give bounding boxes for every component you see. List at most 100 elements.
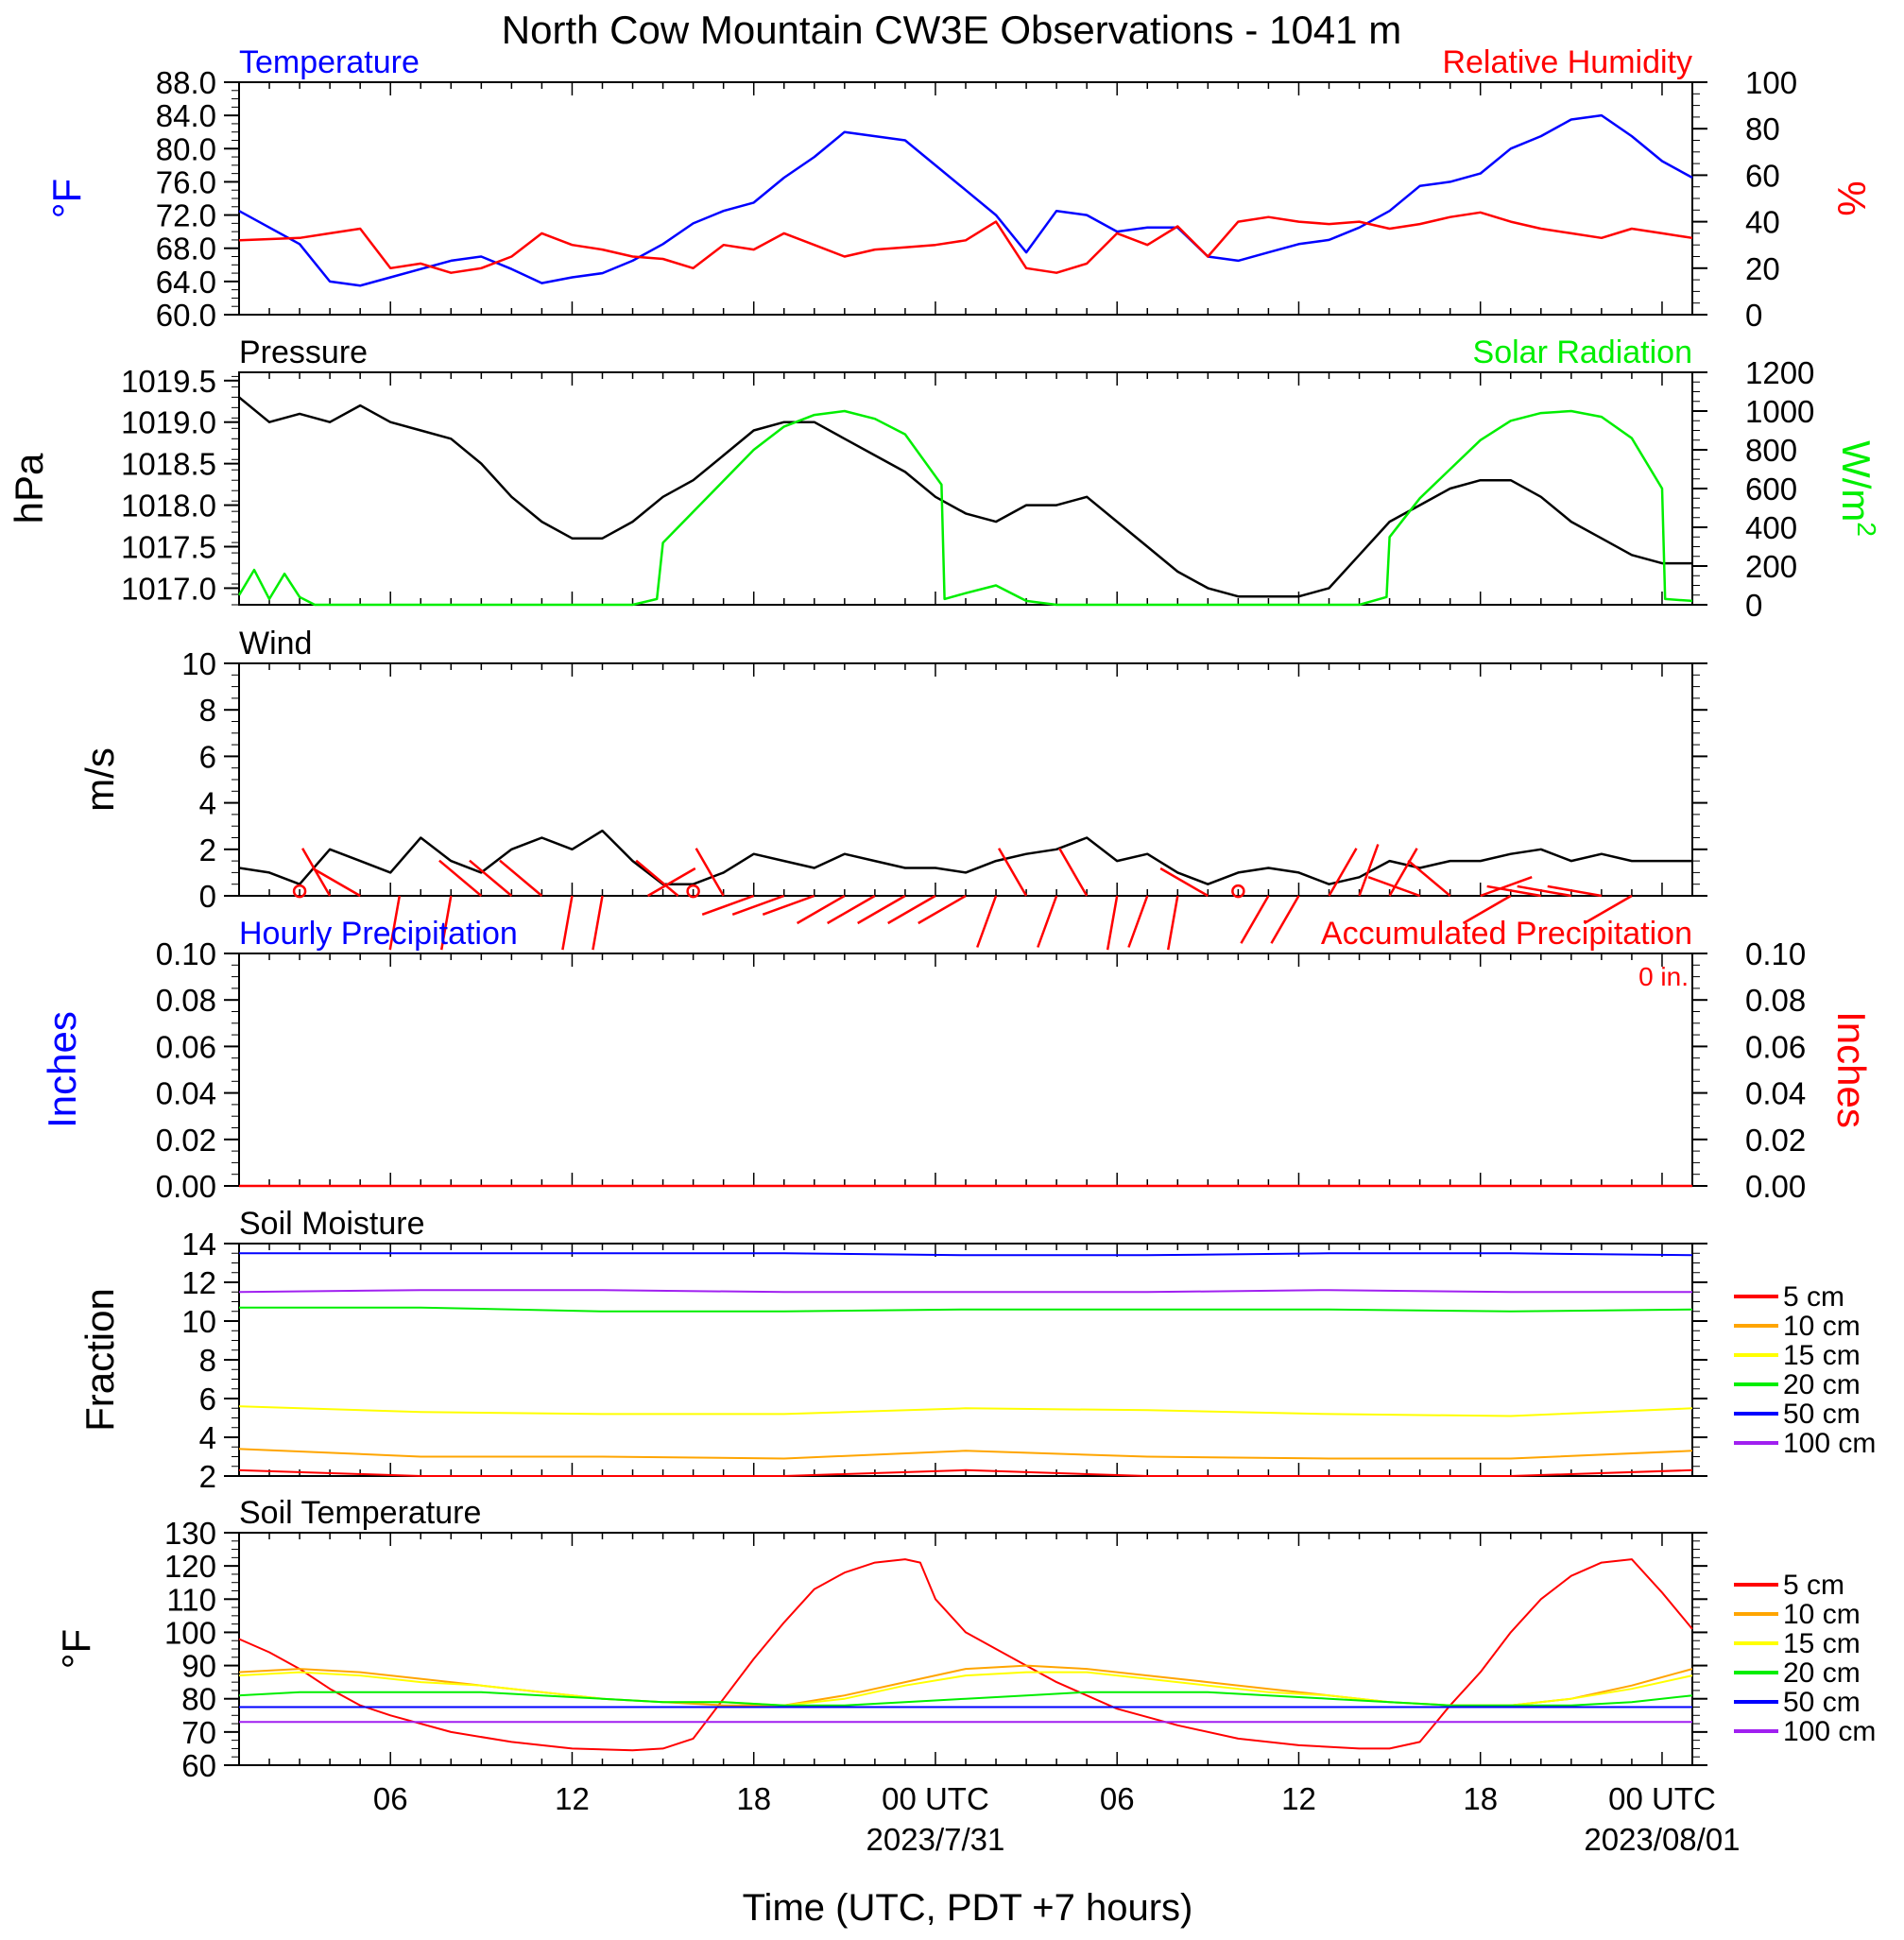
y-tick-label: 120 xyxy=(164,1549,216,1584)
y-tick-label: 1018.0 xyxy=(121,489,216,524)
y-tick-label: 6 xyxy=(199,1382,216,1416)
y2-axis-title: W/m2 xyxy=(1834,440,1881,537)
y-axis-title: Inches xyxy=(40,1011,84,1128)
calm-wind-marker xyxy=(686,884,700,899)
y2-tick-label: 600 xyxy=(1745,472,1797,506)
legend-entry: 5 cm xyxy=(1783,1281,1844,1313)
y2-tick-label: 20 xyxy=(1745,251,1780,286)
time-axis: 06 12 18 00 UTC 2023/7/31 06 12 18 00 UTC 2023/08… xyxy=(373,1781,1741,1857)
wind-barb xyxy=(312,867,361,898)
legend-entry: 50 cm xyxy=(1783,1687,1861,1718)
legend-entry: 15 cm xyxy=(1783,1340,1861,1371)
chart-title: North Cow Mountain CW3E Observations - 1… xyxy=(502,8,1401,52)
panel-left-title: Wind xyxy=(239,626,312,661)
wind-barb xyxy=(561,895,574,951)
legend-entry: 10 cm xyxy=(1783,1311,1861,1342)
wind-barb xyxy=(887,894,936,925)
y2-tick-label: 1200 xyxy=(1745,355,1814,390)
y2-tick-label: 400 xyxy=(1745,510,1797,545)
wind-barb xyxy=(1106,895,1119,951)
y-tick-label: 0 xyxy=(199,879,216,914)
wind-barb xyxy=(1584,894,1633,925)
y2-tick-label: 0.06 xyxy=(1745,1029,1806,1064)
series-line-solar xyxy=(237,409,1693,607)
panel-left-title: Soil Temperature xyxy=(239,1495,481,1531)
series-line-100cm xyxy=(238,1289,1692,1294)
plot-frame xyxy=(238,1532,1693,1766)
legend-entry: 20 cm xyxy=(1783,1369,1861,1400)
calm-wind-marker xyxy=(292,884,307,899)
pressure-solar-panel: 1017.0 1017.5 1018.0 1018.5 1019.0 1019.5 0 200… xyxy=(7,335,1881,623)
y-tick-label: 60 xyxy=(181,1748,216,1783)
y-tick-label: 1018.5 xyxy=(121,447,216,482)
wind-barb xyxy=(388,895,402,951)
y-tick-label: 0.00 xyxy=(156,1169,216,1204)
x-tick-label: 06 xyxy=(1100,1781,1135,1816)
y2-tick-label: 60 xyxy=(1745,158,1780,193)
series-line-temperature xyxy=(238,113,1693,287)
y2-tick-label: 0 xyxy=(1745,588,1762,623)
y2-axis-title: Inches xyxy=(1829,1011,1874,1128)
x-tick-label: 06 xyxy=(373,1781,408,1816)
plot-frame xyxy=(238,81,1693,316)
panel-right-title: Accumulated Precipitation xyxy=(1321,916,1692,952)
wind-barb xyxy=(635,859,679,897)
y2-tick-label: 0.02 xyxy=(1745,1123,1806,1158)
wind-barb xyxy=(1486,884,1542,898)
y-tick-label: 68.0 xyxy=(156,232,216,266)
series-line-pressure xyxy=(238,396,1692,598)
series-line-15cm xyxy=(238,1405,1693,1417)
y2-tick-label: 80 xyxy=(1745,112,1780,146)
wind-barb xyxy=(438,859,483,897)
x-axis-title: Time (UTC, PDT +7 hours) xyxy=(743,1887,1193,1929)
wind-barb xyxy=(998,848,1028,897)
y-tick-label: 10 xyxy=(181,1304,216,1339)
wind-barb xyxy=(796,894,846,925)
wind-barb xyxy=(1159,867,1209,898)
wind-barb xyxy=(1240,895,1270,944)
y2-tick-label: 1000 xyxy=(1745,394,1814,429)
wind-barb xyxy=(1166,895,1179,951)
wind-barb xyxy=(827,894,876,925)
y2-tick-label: 0.00 xyxy=(1745,1169,1806,1204)
panel-right-title: Relative Humidity xyxy=(1442,44,1692,80)
wind-barb xyxy=(1407,859,1451,897)
wind-barb xyxy=(1547,884,1603,898)
y-tick-label: 80 xyxy=(181,1682,216,1717)
y-tick-label: 4 xyxy=(199,786,216,821)
y-tick-label: 0.10 xyxy=(156,936,216,971)
plot-frame xyxy=(238,371,1693,606)
legend-entry: 15 cm xyxy=(1783,1628,1861,1659)
y2-axis-title-base: W/m xyxy=(1834,440,1878,522)
y-tick-label: 70 xyxy=(181,1715,216,1750)
y2-tick-label: 0.10 xyxy=(1745,936,1806,971)
y-tick-label: 0.06 xyxy=(156,1029,216,1064)
series-line-humidity xyxy=(238,211,1693,274)
wind-barb xyxy=(1058,848,1089,897)
y-tick-label: 0.08 xyxy=(156,983,216,1018)
y2-tick-label: 200 xyxy=(1745,549,1797,584)
y2-tick-label: 0 xyxy=(1745,298,1762,333)
panel-left-title: Soil Moisture xyxy=(239,1206,425,1242)
series-line-20cm xyxy=(239,1306,1693,1313)
wind-barb xyxy=(1328,848,1358,897)
y-tick-label: 1017.5 xyxy=(121,530,216,565)
wind-barb xyxy=(918,894,967,925)
x-tick-label: 18 xyxy=(736,1781,771,1816)
series-line-5cm xyxy=(238,1558,1693,1752)
y-tick-label: 84.0 xyxy=(156,98,216,133)
x-tick-label: 18 xyxy=(1463,1781,1498,1816)
y-tick-label: 76.0 xyxy=(156,164,216,199)
y-tick-label: 0.04 xyxy=(156,1076,216,1111)
y-axis-title: °F xyxy=(44,179,89,218)
y-tick-label: 2 xyxy=(199,833,216,867)
y-tick-label: 110 xyxy=(166,1582,216,1617)
y-tick-label: 1019.5 xyxy=(121,364,216,399)
wind-barb xyxy=(857,894,906,925)
wind-panel: 0 2 4 6 8 10 Wind m/s xyxy=(77,626,1707,951)
x-tick-label: 12 xyxy=(555,1781,590,1816)
panel-left-title: Hourly Precipitation xyxy=(239,916,518,952)
plot-frame xyxy=(238,1243,1693,1477)
